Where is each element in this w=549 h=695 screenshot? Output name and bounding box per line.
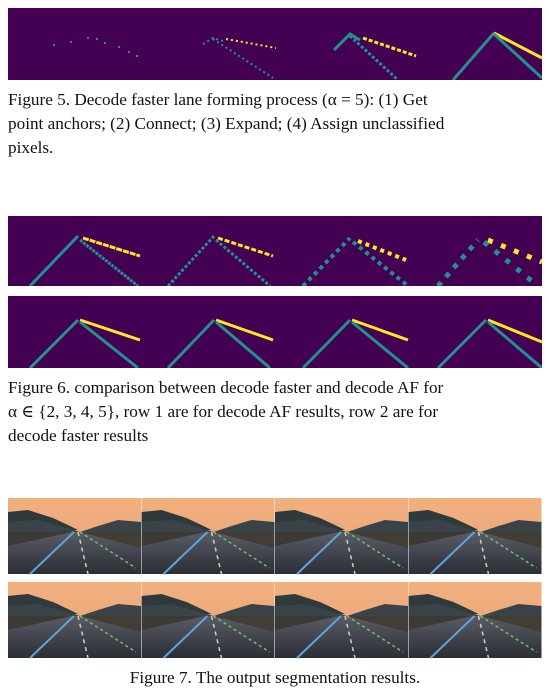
figure6-row2-alpha5 [436,318,542,368]
figure6-row1-alpha3 [166,234,274,286]
figure6-row2-alpha2 [28,318,141,368]
figure7-row1 [8,498,542,575]
figure6-caption-line-1: Figure 6. comparison between decode fast… [8,378,444,397]
figure6-row2-alpha4 [301,318,409,368]
figure5-caption-line-2: point anchors; (2) Connect; (3) Expand; … [8,114,445,133]
figure6-caption-line-3: decode faster results [8,426,149,445]
figure6-row2-image [8,296,542,368]
figure6-caption: Figure 6. comparison between decode fast… [8,376,542,448]
figure5-caption-line-3: pixels. [8,138,54,157]
figure6-caption-line-2: α ∈ {2, 3, 4, 5}, row 1 are for decode A… [8,402,439,421]
figure5-caption-line-1: Figure 5. Decode faster lane forming pro… [8,90,428,109]
figure5-caption: Figure 5. Decode faster lane forming pro… [8,88,542,160]
figure6-row2-alpha3 [166,318,274,368]
figure6-row1-image [8,216,542,286]
figure6-row1-alpha5 [436,237,542,286]
figure5-panel-2 [202,36,277,79]
figure5-panel-3 [332,32,417,80]
figure6-row1-alpha4 [301,236,410,286]
figure7-image [8,498,542,659]
figure5-image [8,8,542,80]
figure6-row1-alpha2 [28,234,141,286]
figure5-panel-4 [451,31,542,80]
figure7-row2 [8,581,542,659]
figure7-caption: Figure 7. The output segmentation result… [129,668,421,687]
figure5-panel-1 [53,37,138,57]
